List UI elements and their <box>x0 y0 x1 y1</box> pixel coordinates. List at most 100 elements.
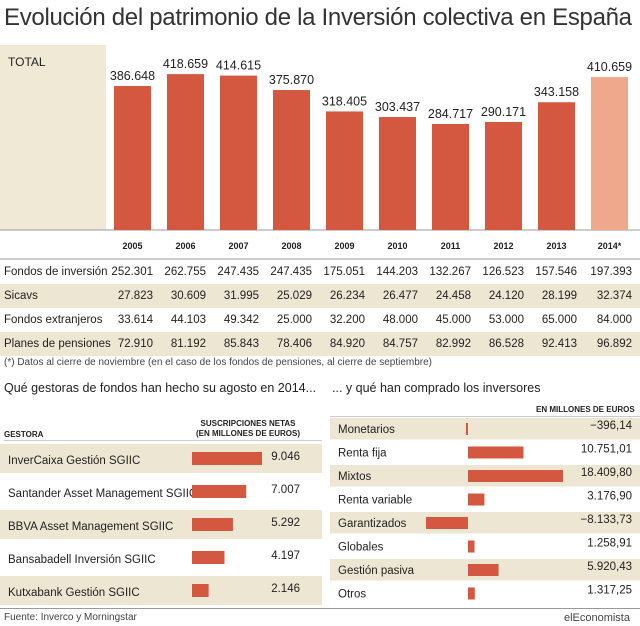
inversores-row-bg <box>330 512 640 534</box>
year-tick-label: 2005 <box>122 241 142 251</box>
asset-class-bar <box>468 587 475 600</box>
bar-value-label: 414.615 <box>216 59 261 73</box>
inversores-title: ... y qué han comprado los inversores <box>332 381 541 395</box>
bar-2007 <box>220 75 257 230</box>
bar-2012 <box>485 121 522 230</box>
gestora-value-label: 4.197 <box>271 550 300 562</box>
table-cell: 84.757 <box>382 338 418 350</box>
bar-2013 <box>538 102 575 230</box>
gestora-name: Santander Asset Management SGIIC <box>8 488 197 500</box>
table-cell: 45.000 <box>435 314 471 326</box>
table-cell: 24.458 <box>435 290 471 302</box>
asset-class-name: Renta variable <box>338 495 412 507</box>
bar-value-label: 318.405 <box>322 94 367 108</box>
inversores-row-bg <box>330 418 640 440</box>
gestora-name: Kutxabank Gestión SGIIC <box>8 587 140 599</box>
table-row: Fondos de inversión 252.301 262.755 247.435… <box>0 260 640 284</box>
table-cell: 132.267 <box>429 266 471 278</box>
bar-2006 <box>167 74 204 230</box>
table-cell: 49.342 <box>223 314 259 326</box>
total-bar-chart: 386.648 2005 418.659 2006 414.615 2007 375.870… <box>0 45 640 260</box>
bar-value-label: 386.648 <box>110 69 155 83</box>
asset-class-bar <box>468 446 524 459</box>
year-tick-label: 2010 <box>387 241 407 251</box>
gestora-bar <box>192 551 225 564</box>
table-row: Fondos extranjeros 33.614 44.103 49.342 25.0… <box>0 308 640 332</box>
table-cell: 86.528 <box>488 338 524 350</box>
gestora-bar <box>192 485 247 498</box>
bar-2005 <box>114 86 151 230</box>
bar-2009 <box>326 111 363 230</box>
chart-left-panel <box>0 45 106 230</box>
asset-class-bar <box>468 470 563 482</box>
asset-class-name: Monetarios <box>338 424 395 436</box>
footnote: (*) Datos al cierre de noviembre (en el … <box>4 357 432 368</box>
year-tick-label: 2014* <box>598 241 622 251</box>
table-cell: 25.029 <box>276 290 312 302</box>
table-cell: 84.000 <box>596 314 632 326</box>
table-cell: 157.546 <box>535 266 577 278</box>
gestora-bar <box>192 452 262 465</box>
gestoras-row-bg <box>0 576 322 605</box>
bar-value-label: 343.158 <box>534 85 579 99</box>
year-tick-label: 2006 <box>175 241 195 251</box>
table-cell: 53.000 <box>488 314 524 326</box>
year-row <box>0 230 640 260</box>
table-cell: 78.406 <box>276 338 312 350</box>
bar-value-label: 303.437 <box>375 100 420 114</box>
asset-class-value-label: 1.258,91 <box>587 538 632 550</box>
table-cell: 31.995 <box>223 290 259 302</box>
gestora-header: GESTORA <box>4 430 44 439</box>
asset-class-bar <box>468 540 475 553</box>
suscripciones-header: SUSCRIPCIONES NETAS (EN MILLONES DE EURO… <box>196 419 300 439</box>
table-cell: 25.000 <box>276 314 312 326</box>
gestora-value-label: 9.046 <box>271 451 300 463</box>
table-cell: 92.413 <box>541 338 577 350</box>
year-tick-label: 2011 <box>441 241 461 251</box>
gestoras-bar-chart: InverCaixa Gestión SGIIC 9.046 Santander A… <box>0 440 322 605</box>
table-cell: 247.435 <box>270 266 312 278</box>
source-note: Fuente: Inverco y Morningstar <box>4 612 137 623</box>
asset-class-bar <box>468 564 499 576</box>
gestora-bar <box>192 518 233 531</box>
asset-class-value-label: 5.920,43 <box>587 561 632 573</box>
millones-header: EN MILLONES DE EUROS <box>536 405 635 414</box>
table-cell: 27.823 <box>117 290 153 302</box>
table-cell: 32.200 <box>329 314 365 326</box>
bottom-rule <box>0 608 640 609</box>
chart-title: Evolución del patrimonio de la Inversión… <box>4 4 632 31</box>
table-row: Planes de pensiones 72.910 81.192 85.843 78.… <box>0 332 640 356</box>
asset-class-value-label: 18.409,80 <box>581 467 632 479</box>
asset-class-value-label: 10.751,01 <box>581 444 632 456</box>
asset-class-bar <box>465 423 468 435</box>
table-cell: 30.609 <box>170 290 206 302</box>
asset-class-value-label: 1.317,25 <box>587 585 632 597</box>
table-cell: 48.000 <box>382 314 418 326</box>
bar-value-label: 290.171 <box>481 105 526 119</box>
total-label: TOTAL <box>8 55 46 69</box>
asset-class-bar <box>426 517 468 529</box>
gestora-value-label: 2.146 <box>271 583 300 595</box>
table-cell: 44.103 <box>170 314 206 326</box>
year-tick-label: 2013 <box>546 241 566 251</box>
gestora-value-label: 7.007 <box>271 484 300 496</box>
table-row: Sicavs 27.823 30.609 31.995 25.029 26.234 26.4… <box>0 284 640 308</box>
inversores-bar-chart: Monetarios −396,14 Renta fija 10.751,01 Mixt… <box>330 416 640 601</box>
table-cell: 197.393 <box>590 266 632 278</box>
table-cell: 72.910 <box>117 338 153 350</box>
bar-value-label: 418.659 <box>163 57 208 71</box>
table-row-label: Fondos de inversión <box>4 266 108 278</box>
table-cell: 144.203 <box>376 266 418 278</box>
suscripciones-header-line1: SUSCRIPCIONES NETAS <box>200 419 296 428</box>
asset-class-name: Garantizados <box>338 518 407 530</box>
table-cell: 247.435 <box>217 266 259 278</box>
gestoras-row-bg <box>0 444 322 473</box>
gestora-name: Bansabadell Inversión SGIIC <box>8 554 156 566</box>
year-tick-label: 2012 <box>493 241 513 251</box>
asset-class-name: Globales <box>338 542 384 554</box>
table-row-label: Planes de pensiones <box>4 338 111 350</box>
bar-2014* <box>591 77 628 230</box>
year-tick-label: 2007 <box>228 241 248 251</box>
gestoras-row-bg <box>0 510 322 539</box>
table-cell: 33.614 <box>117 314 153 326</box>
